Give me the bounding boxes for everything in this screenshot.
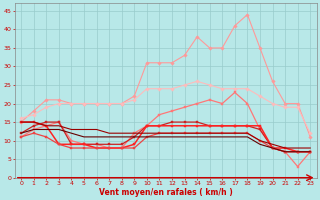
X-axis label: Vent moyen/en rafales ( km/h ): Vent moyen/en rafales ( km/h ) [99,188,233,197]
